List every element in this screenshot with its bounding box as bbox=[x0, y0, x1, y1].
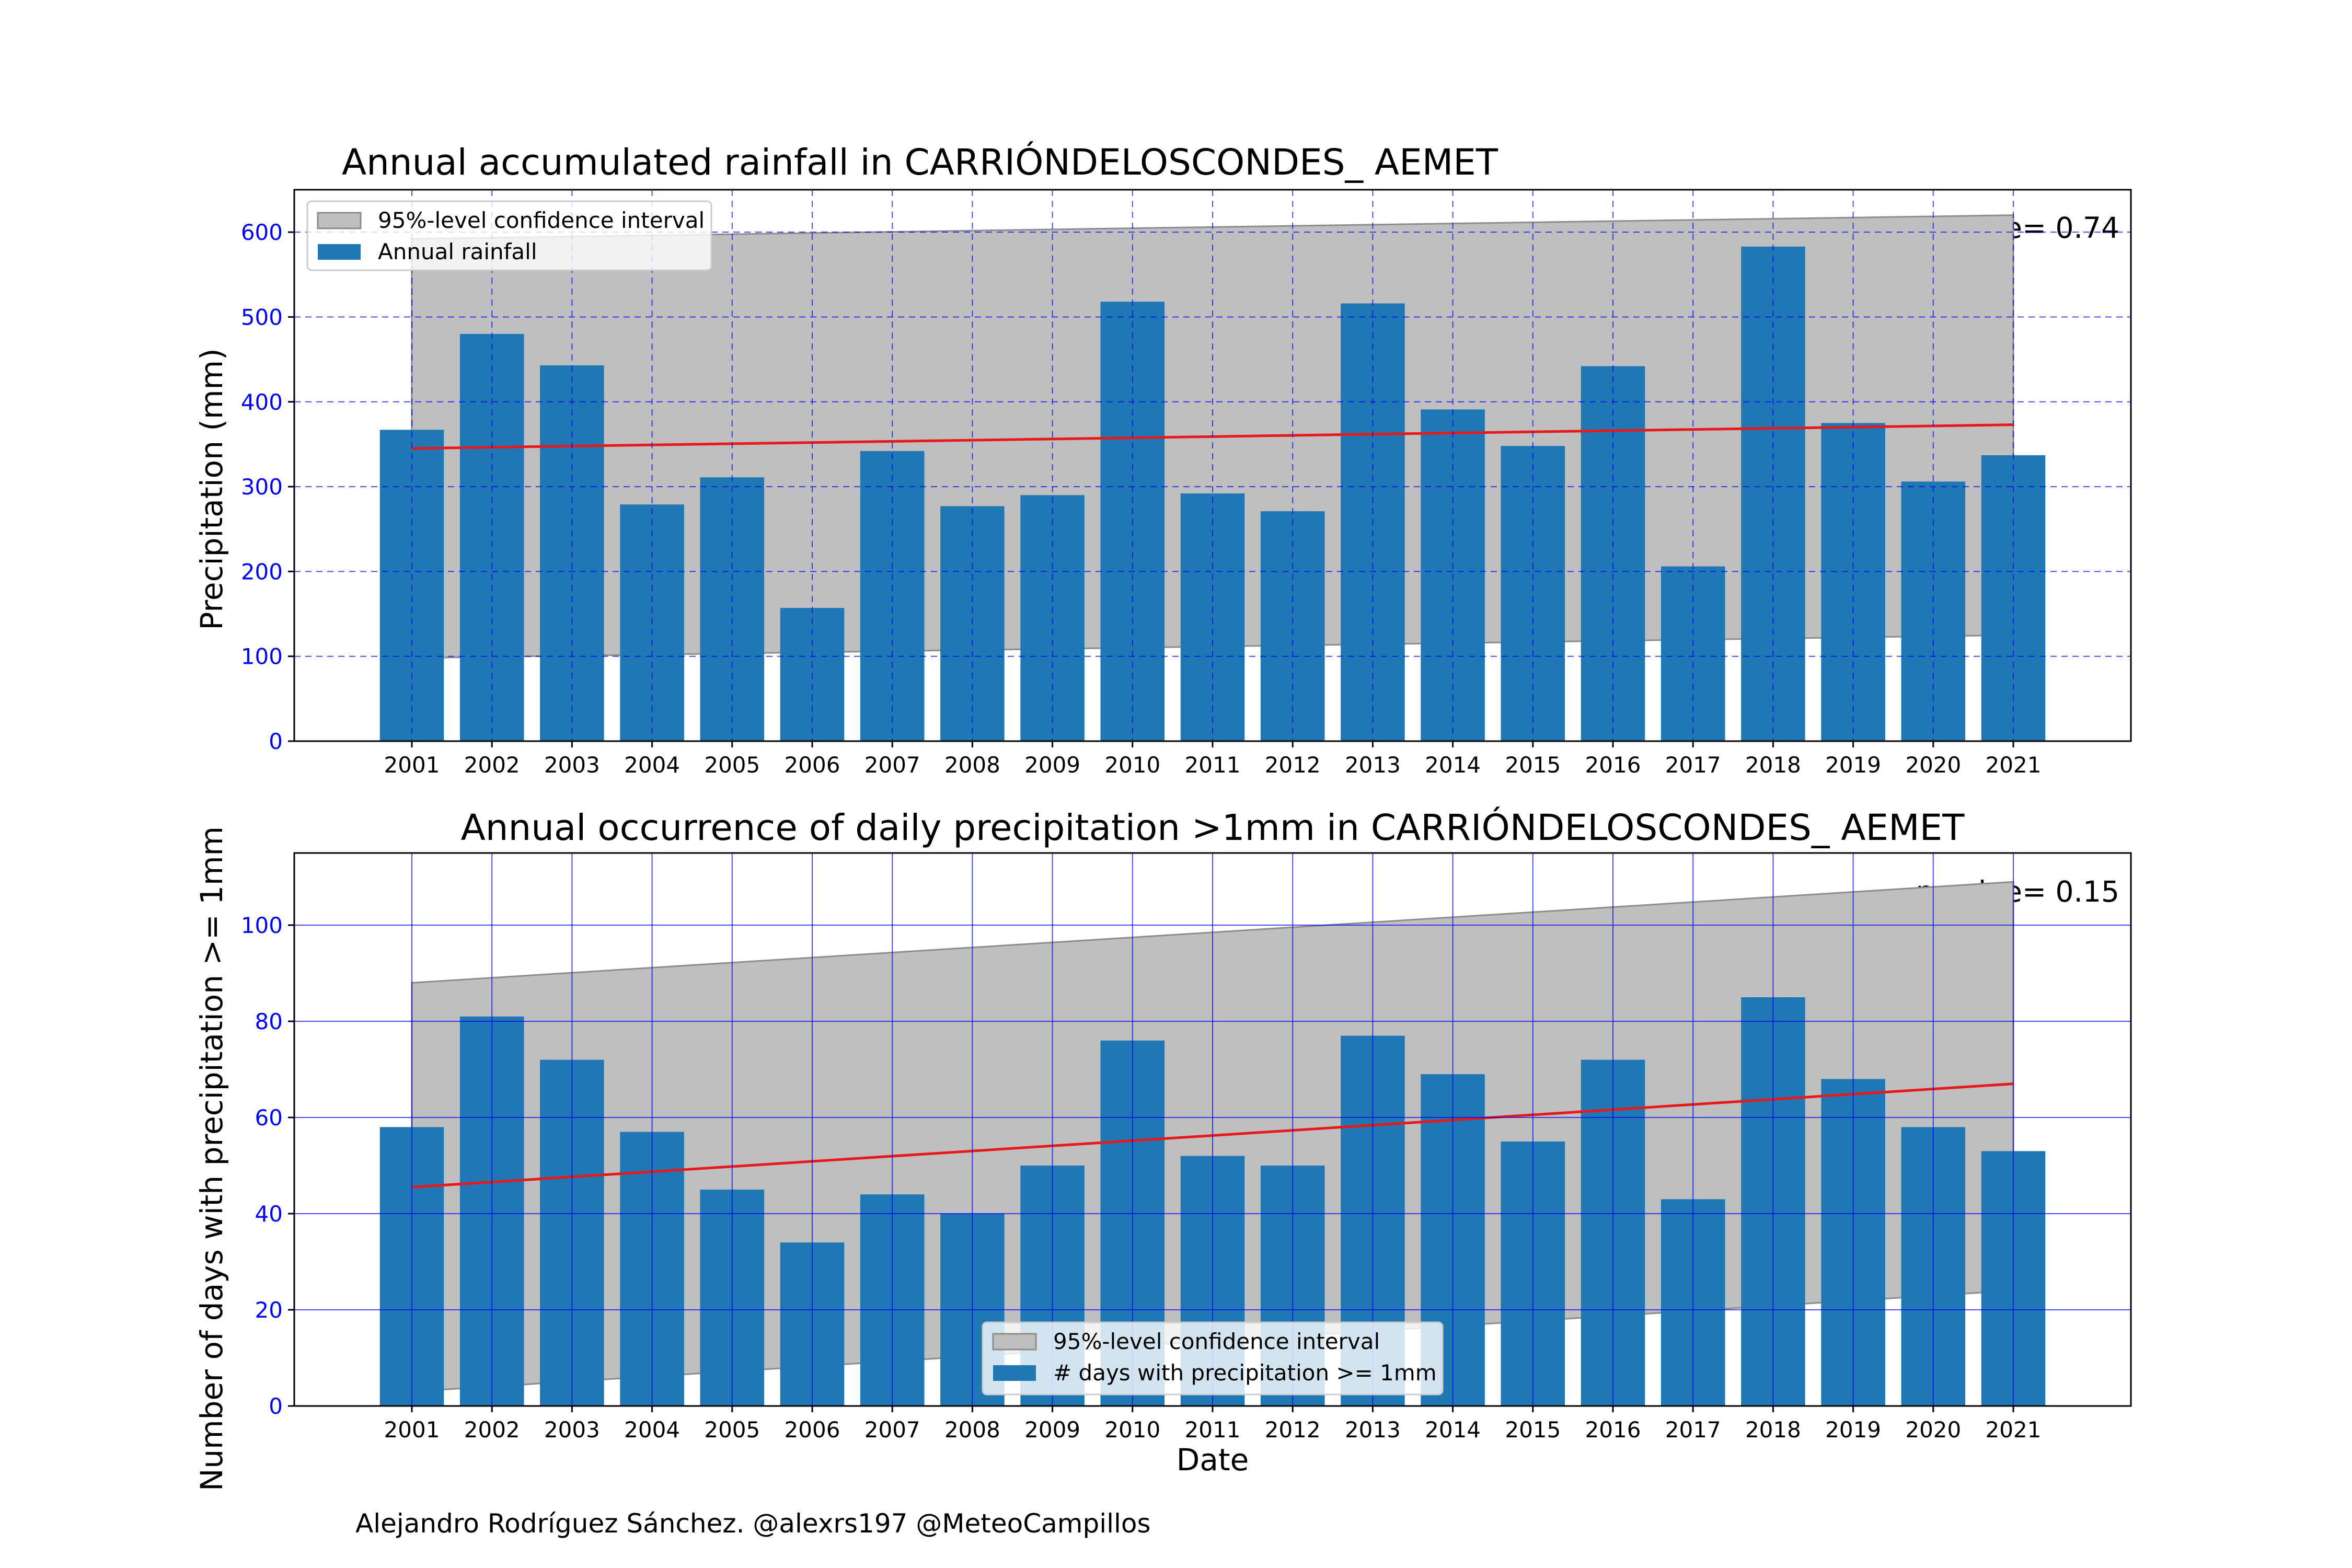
rainfall-legend-swatch-bar bbox=[318, 244, 361, 260]
rainfall-y-tick-label: 200 bbox=[241, 559, 283, 584]
rain-days-x-tick-label: 2017 bbox=[1665, 1417, 1721, 1443]
rain-days-chart-title: Annual occurrence of daily precipitation… bbox=[461, 806, 1965, 849]
rainfall-y-tick-label: 100 bbox=[241, 644, 283, 670]
rainfall-x-tick-label: 2021 bbox=[1986, 752, 2042, 778]
rain-days-x-axis-label: Date bbox=[1177, 1442, 1249, 1478]
rainfall-x-tick-label: 2008 bbox=[944, 752, 1000, 778]
rain-days-y-tick-label: 40 bbox=[255, 1201, 283, 1227]
rainfall-x-tick-label: 2006 bbox=[785, 752, 840, 778]
rain-days-x-tick-label: 2015 bbox=[1505, 1417, 1561, 1443]
rainfall-legend-box bbox=[306, 200, 712, 271]
rain-days-chart: Annual occurrence of daily precipitation… bbox=[194, 806, 2132, 1491]
rainfall-x-tick-label: 2011 bbox=[1185, 752, 1241, 778]
rainfall-y-tick-label: 400 bbox=[241, 389, 283, 415]
rain-days-x-tick-label: 2010 bbox=[1104, 1417, 1160, 1443]
rainfall-bar-2002 bbox=[459, 333, 524, 741]
rainfall-x-tick-label: 2014 bbox=[1425, 752, 1481, 778]
rainfall-x-tick-label: 2009 bbox=[1024, 752, 1080, 778]
rain-days-legend-label-bar: # days with precipitation >= 1mm bbox=[1053, 1360, 1437, 1386]
rain-days-x-tick-label: 2013 bbox=[1345, 1417, 1401, 1443]
rainfall-x-tick-label: 2017 bbox=[1665, 752, 1721, 778]
rainfall-bar-2015 bbox=[1501, 446, 1565, 741]
rainfall-x-tick-label: 2003 bbox=[544, 752, 600, 778]
rain-days-x-tick-label: 2019 bbox=[1825, 1417, 1881, 1443]
rainfall-y-tick-label: 300 bbox=[241, 474, 283, 500]
rainfall-chart-title: Annual accumulated rainfall in CARRIÓNDE… bbox=[342, 141, 1498, 183]
rainfall-bar-2018 bbox=[1741, 246, 1805, 741]
rainfall-legend-label-bar: Annual rainfall bbox=[378, 239, 537, 264]
rainfall-y-axis-label: Precipitation (mm) bbox=[194, 348, 229, 630]
rain-days-x-tick-label: 2002 bbox=[464, 1417, 520, 1443]
rain-days-x-tick-label: 2003 bbox=[544, 1417, 600, 1443]
rain-days-y-axis-label: Number of days with precipitation >= 1mm bbox=[194, 826, 229, 1491]
rainfall-y-tick-label: 600 bbox=[241, 220, 283, 245]
rainfall-x-tick-label: 2002 bbox=[464, 752, 520, 778]
rain-days-x-tick-label: 2001 bbox=[384, 1417, 440, 1443]
rain-days-x-tick-label: 2005 bbox=[704, 1417, 760, 1443]
rainfall-legend-swatch-band bbox=[317, 212, 362, 229]
rain-days-y-tick-label: 60 bbox=[255, 1105, 283, 1131]
rain-days-y-tick-label: 100 bbox=[241, 913, 283, 938]
rain-days-x-tick-label: 2021 bbox=[1986, 1417, 2042, 1443]
rain-days-legend: 95%-level confidence interval # days with… bbox=[982, 1321, 1444, 1396]
rainfall-bar-2012 bbox=[1260, 511, 1325, 741]
rainfall-x-tick-label: 2004 bbox=[624, 752, 680, 778]
author-credit: Alejandro Rodríguez Sánchez. @alexrs197 … bbox=[355, 1508, 1151, 1539]
rain-days-legend-label-band: 95%-level confidence interval bbox=[1053, 1329, 1380, 1354]
rain-days-legend-swatch-bar bbox=[993, 1365, 1036, 1381]
rainfall-x-tick-label: 2018 bbox=[1745, 752, 1801, 778]
rain-days-legend-box bbox=[982, 1321, 1444, 1396]
rainfall-x-tick-label: 2012 bbox=[1265, 752, 1321, 778]
rainfall-x-tick-label: 2001 bbox=[384, 752, 440, 778]
rain-days-x-tick-label: 2016 bbox=[1585, 1417, 1641, 1443]
rain-days-x-tick-label: 2008 bbox=[944, 1417, 1000, 1443]
rain-days-x-tick-label: 2011 bbox=[1185, 1417, 1241, 1443]
rainfall-chart: Annual accumulated rainfall in CARRIÓNDE… bbox=[194, 141, 2132, 778]
rainfall-x-tick-label: 2019 bbox=[1825, 752, 1881, 778]
rainfall-y-tick-label: 500 bbox=[241, 304, 283, 330]
rainfall-legend: 95%-level confidence interval Annual rain… bbox=[306, 200, 712, 271]
rainfall-x-tick-label: 2020 bbox=[1905, 752, 1961, 778]
rainfall-x-tick-label: 2005 bbox=[704, 752, 760, 778]
rain-days-x-tick-label: 2020 bbox=[1905, 1417, 1961, 1443]
rain-days-x-tick-label: 2009 bbox=[1024, 1417, 1080, 1443]
rain-days-x-tick-label: 2007 bbox=[864, 1417, 920, 1443]
rain-days-x-tick-label: 2006 bbox=[785, 1417, 840, 1443]
rain-days-x-tick-label: 2018 bbox=[1745, 1417, 1801, 1443]
rain-days-y-tick-label: 20 bbox=[255, 1297, 283, 1323]
rain-days-y-tick-label: 0 bbox=[269, 1393, 283, 1419]
rainfall-x-tick-label: 2013 bbox=[1345, 752, 1401, 778]
rainfall-y-tick-label: 0 bbox=[269, 729, 283, 754]
rain-days-legend-swatch-band bbox=[992, 1333, 1037, 1351]
rainfall-bar-2019 bbox=[1821, 423, 1885, 741]
rainfall-x-tick-label: 2016 bbox=[1585, 752, 1641, 778]
rain-days-x-tick-label: 2012 bbox=[1265, 1417, 1321, 1443]
rain-days-y-tick-label: 80 bbox=[255, 1009, 283, 1034]
rain-days-x-tick-label: 2014 bbox=[1425, 1417, 1481, 1443]
rainfall-x-tick-label: 2010 bbox=[1104, 752, 1160, 778]
rainfall-x-tick-label: 2015 bbox=[1505, 752, 1561, 778]
rain-days-x-tick-label: 2004 bbox=[624, 1417, 680, 1443]
rainfall-x-tick-label: 2007 bbox=[864, 752, 920, 778]
rainfall-legend-label-band: 95%-level confidence interval bbox=[378, 207, 705, 233]
